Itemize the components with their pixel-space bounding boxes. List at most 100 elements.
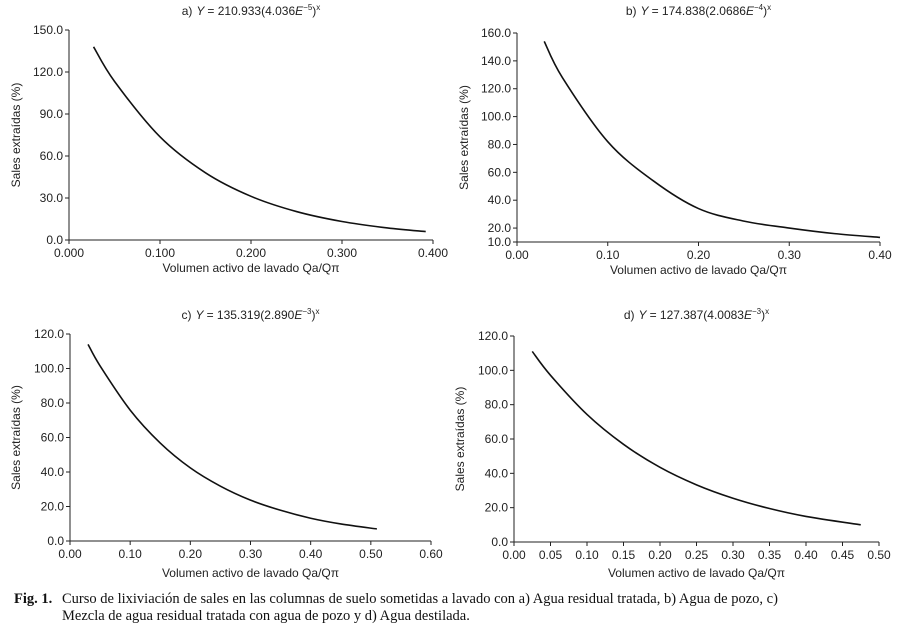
- x-axis-label: Volumen activo de lavado Qa/Qπ: [162, 261, 339, 275]
- title-pow: x: [316, 3, 320, 12]
- x-tick-label: 0.20: [687, 248, 711, 262]
- x-tick-label: 0.000: [54, 246, 84, 260]
- x-tick-label: 0.300: [327, 246, 357, 260]
- y-tick-label: 0.0: [491, 535, 508, 549]
- y-tick-label: 100.0: [34, 362, 64, 376]
- title-e: E: [295, 4, 304, 18]
- y-tick-label: 120.0: [34, 327, 64, 341]
- title-e: E: [744, 308, 753, 322]
- title-pow: x: [315, 307, 319, 316]
- x-tick-label: 0.30: [721, 548, 745, 562]
- y-tick-label: 160.0: [481, 26, 511, 40]
- x-tick-label: 0.05: [539, 548, 563, 562]
- caption-label: Fig. 1.: [14, 591, 53, 607]
- title-var: Y: [641, 4, 650, 18]
- x-tick-label: 0.50: [359, 547, 383, 561]
- title-sup: −3: [752, 307, 762, 316]
- y-tick-label: 20.0: [41, 500, 65, 514]
- x-tick-label: 0.200: [236, 246, 266, 260]
- y-axis-label: Sales extraídas (%): [457, 85, 471, 190]
- y-tick-label: 80.0: [485, 398, 509, 412]
- x-tick-label: 0.400: [418, 246, 448, 260]
- x-tick-label: 0.00: [502, 548, 526, 562]
- x-axis-label: Volumen activo de lavado Qa/Qπ: [610, 263, 787, 277]
- title-var: Y: [639, 308, 648, 322]
- title-pow: x: [767, 3, 771, 12]
- title-letter: a): [182, 4, 193, 18]
- title-sup: −3: [302, 307, 312, 316]
- title-close: ): [761, 308, 765, 322]
- title-var: Y: [196, 4, 205, 18]
- x-tick-label: 0.00: [505, 248, 529, 262]
- title-sup: −4: [754, 3, 764, 12]
- y-tick-label: 80.0: [488, 137, 512, 151]
- title-e: E: [294, 308, 303, 322]
- y-tick-label: 60.0: [41, 431, 65, 445]
- y-tick-label: 120.0: [481, 82, 511, 96]
- x-tick-label: 0.30: [778, 248, 802, 262]
- chart-panel-b: b) Y = 174.838(2.0686E−4)x 10.020.0 40.0 60.0…: [457, 3, 892, 277]
- y-tick-label: 140.0: [481, 54, 511, 68]
- caption-line-1: Curso de lixiviación de sales en las col…: [62, 591, 778, 607]
- y-tick-label: 10.0: [488, 235, 512, 249]
- x-tick-label: 0.15: [612, 548, 636, 562]
- y-tick-label: 40.0: [41, 465, 65, 479]
- y-tick-label: 60.0: [40, 149, 64, 163]
- chart-title: d) Y = 127.387(4.0083E−3)x: [624, 307, 769, 322]
- y-axis-label: Sales extraídas (%): [9, 385, 23, 490]
- x-tick-label: 0.60: [419, 547, 443, 561]
- chart-panel-a: a) Y = 210.933(4.036E−5)x 0.0 30.0 60.0 90.0 12…: [9, 3, 448, 275]
- x-tick-label: 0.45: [831, 548, 855, 562]
- title-var: Y: [196, 308, 205, 322]
- chart-title: a) Y = 210.933(4.036E−5)x: [182, 3, 321, 18]
- x-axis-label: Volumen activo de lavado Qa/Qπ: [162, 566, 339, 580]
- title-letter: c): [182, 308, 192, 322]
- chart-title: b) Y = 174.838(2.0686E−4)x: [626, 3, 771, 18]
- x-tick-label: 0.25: [685, 548, 709, 562]
- y-tick-label: 80.0: [41, 396, 65, 410]
- title-close: ): [312, 4, 316, 18]
- y-tick-label: 90.0: [40, 107, 64, 121]
- series-line: [543, 41, 881, 239]
- title-pre: = 127.387(4.0083: [650, 308, 745, 322]
- series-line: [92, 46, 426, 233]
- x-tick-label: 0.35: [758, 548, 782, 562]
- x-tick-label: 0.00: [58, 547, 82, 561]
- y-tick-label: 40.0: [488, 193, 512, 207]
- y-tick-label: 40.0: [485, 466, 509, 480]
- x-tick-label: 0.30: [239, 547, 263, 561]
- x-tick-label: 0.20: [179, 547, 203, 561]
- y-tick-label: 100.0: [481, 110, 511, 124]
- title-sup: −5: [303, 3, 313, 12]
- title-pre: = 135.319(2.890: [207, 308, 295, 322]
- title-letter: d): [624, 308, 635, 322]
- y-tick-label: 0.0: [46, 233, 63, 247]
- title-close: ): [311, 308, 315, 322]
- y-tick-label: 120.0: [478, 329, 508, 343]
- y-tick-label: 20.0: [485, 501, 509, 515]
- y-tick-label: 60.0: [488, 165, 512, 179]
- y-tick-label: 20.0: [488, 221, 512, 235]
- x-tick-label: 0.10: [575, 548, 599, 562]
- x-tick-label: 0.20: [648, 548, 672, 562]
- y-axis-label: Sales extraídas (%): [9, 83, 23, 188]
- x-tick-label: 0.100: [145, 246, 175, 260]
- y-tick-label: 100.0: [478, 363, 508, 377]
- series-line: [531, 350, 861, 526]
- y-tick-label: 150.0: [33, 23, 63, 37]
- title-pre: = 210.933(4.036: [207, 4, 295, 18]
- x-axis-label: Volumen activo de lavado Qa/Qπ: [608, 566, 785, 580]
- y-tick-label: 60.0: [485, 432, 509, 446]
- x-tick-label: 0.40: [794, 548, 818, 562]
- y-tick-label: 30.0: [40, 191, 64, 205]
- y-tick-label: 0.0: [47, 534, 64, 548]
- chart-panel-d: d) Y = 127.387(4.0083E−3)x 0.0 20.0 40.0 60.0 8…: [453, 307, 891, 580]
- y-tick-label: 120.0: [33, 65, 63, 79]
- x-tick-label: 0.10: [118, 547, 142, 561]
- title-close: ): [763, 4, 767, 18]
- chart-title: c) Y = 135.319(2.890E−3)x: [182, 307, 320, 322]
- chart-panel-c: c) Y = 135.319(2.890E−3)x 0.0 20.0 40.0 60.0 80…: [9, 307, 443, 580]
- figure-canvas: a) Y = 210.933(4.036E−5)x0.030.060.090.012…: [9, 3, 892, 580]
- caption-line-2: Mezcla de agua residual tratada con agua…: [62, 608, 470, 624]
- title-e: E: [746, 4, 755, 18]
